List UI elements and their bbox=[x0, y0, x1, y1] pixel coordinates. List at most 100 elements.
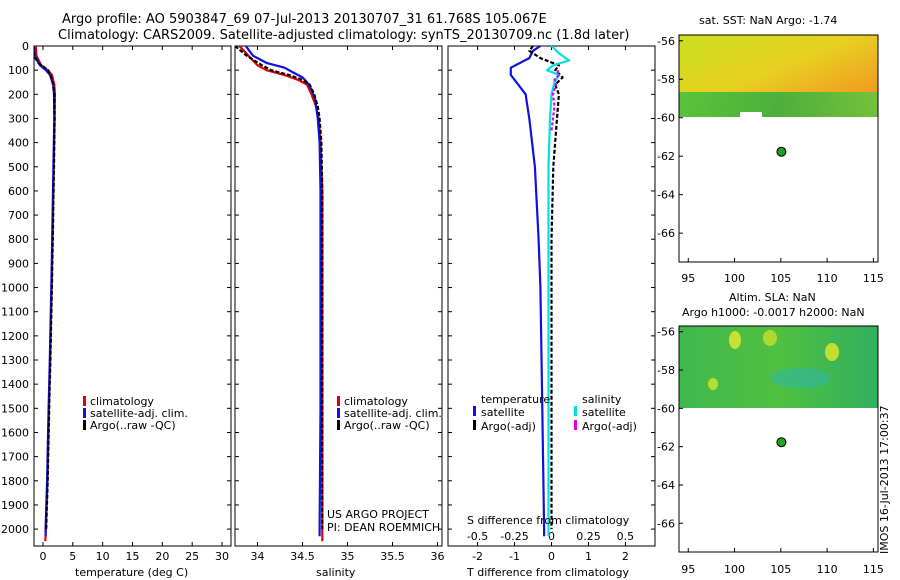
map-y-tick-label: -62 bbox=[657, 441, 675, 454]
legend-title-salinity: salinity bbox=[582, 393, 622, 406]
map-y-tick-label: -66 bbox=[657, 517, 675, 530]
map-y-tick-label: -60 bbox=[657, 402, 675, 415]
sla-map-axes: 95 100 105 110 115 -56 -58 -60 -62 -64 -66 bbox=[657, 326, 884, 576]
series-line-0-2 bbox=[34, 46, 56, 530]
t-difference-label: T difference from climatology bbox=[466, 566, 629, 579]
difference-panel: -2 -1 0 1 2 -0.5 -0.25 0 0.25 0.5 T difference f… bbox=[447, 45, 656, 579]
depth-tick-label: 1300 bbox=[1, 354, 29, 367]
figure-title-line1: Argo profile: AO 5903847_69 07-Jul-2013 … bbox=[62, 12, 547, 27]
depth-tick-label: 400 bbox=[8, 137, 29, 150]
depth-tick-label: 800 bbox=[8, 233, 29, 246]
map-y-tick-label: -60 bbox=[657, 112, 675, 125]
depth-tick-label: 700 bbox=[8, 209, 29, 222]
salinity-x-label: salinity bbox=[316, 566, 356, 579]
depth-tick-label: 1600 bbox=[1, 426, 29, 439]
salinity-lines bbox=[235, 46, 324, 542]
map-x-tick-label: 115 bbox=[863, 272, 884, 285]
depth-tick-label: 300 bbox=[8, 112, 29, 125]
series-line-2-0 bbox=[509, 46, 546, 537]
depth-tick-label: 1100 bbox=[1, 306, 29, 319]
sst-map-panel: sat. SST: NaN Argo: -1.74 95 100 105 110 115… bbox=[657, 14, 884, 285]
salinity-x-axis: 34 34.5 35 35.5 36 bbox=[251, 46, 445, 563]
legend-swatch-t-satellite bbox=[473, 406, 476, 416]
depth-tick-label: 600 bbox=[8, 185, 29, 198]
depth-tick-label: 1500 bbox=[1, 402, 29, 415]
series-line-2-1 bbox=[528, 46, 564, 530]
difference-depth-ticks bbox=[448, 45, 655, 530]
depth-tick-label: 1800 bbox=[1, 475, 29, 488]
sla-anomaly bbox=[729, 331, 741, 349]
temperature-legend: climatology satellite-adj. clim. Argo(..… bbox=[83, 395, 188, 432]
series-line-1-2 bbox=[235, 46, 324, 530]
legend-swatch-climatology bbox=[83, 396, 86, 406]
salinity-panel: 34 34.5 35 35.5 36 salinity climatology sate… bbox=[234, 45, 445, 579]
s-difference-label: S difference from climatology bbox=[467, 514, 630, 527]
map-y-tick-label: -66 bbox=[657, 227, 675, 240]
map-y-tick-label: -62 bbox=[657, 150, 675, 163]
legend-swatch-argo bbox=[83, 420, 86, 430]
map-x-tick-label: 95 bbox=[681, 563, 695, 576]
sst-field-southern bbox=[679, 92, 878, 117]
map-x-tick-label: 95 bbox=[681, 272, 695, 285]
series-line-1-1 bbox=[244, 46, 322, 537]
legend-label-argo: Argo(..raw -QC) bbox=[90, 419, 176, 432]
s-diff-tick-label: -0.25 bbox=[500, 530, 528, 543]
salinity-axes-box bbox=[234, 45, 443, 547]
depth-tick-label: 1400 bbox=[1, 378, 29, 391]
map-x-tick-label: 110 bbox=[817, 272, 838, 285]
sla-anomaly bbox=[708, 378, 718, 390]
legend-swatch-satellite bbox=[83, 408, 86, 418]
depth-tick-label: 1000 bbox=[1, 282, 29, 295]
sla-map-subtitle: Argo h1000: -0.0017 h2000: NaN bbox=[682, 306, 865, 319]
legend-label-s-satellite: satellite bbox=[582, 406, 626, 419]
figure-title-line2: Climatology: CARS2009. Satellite-adjuste… bbox=[58, 28, 630, 43]
x-tick-label: -1 bbox=[509, 550, 520, 563]
series-line-2-2 bbox=[545, 46, 571, 537]
depth-tick-label: 100 bbox=[8, 64, 29, 77]
x-tick-label: 34.5 bbox=[290, 550, 315, 563]
map-y-tick-label: -58 bbox=[657, 364, 675, 377]
difference-x-axis: -2 -1 0 1 2 bbox=[472, 46, 629, 563]
legend-swatch-argo bbox=[337, 420, 340, 430]
legend-swatch-t-argo bbox=[473, 420, 476, 430]
sla-map-panel: Altim. SLA: NaN Argo h1000: -0.0017 h200… bbox=[657, 291, 884, 576]
depth-tick-label: 1200 bbox=[1, 330, 29, 343]
legend-label-argo: Argo(..raw -QC) bbox=[344, 419, 430, 432]
legend-swatch-s-argo bbox=[574, 420, 577, 430]
argo-position-marker bbox=[776, 437, 787, 448]
map-y-tick-label: -56 bbox=[657, 35, 675, 48]
depth-tick-label: 200 bbox=[8, 88, 29, 101]
temperature-x-axis: 0 5 10 15 20 25 30 bbox=[39, 46, 229, 563]
s-diff-tick-label: 0 bbox=[548, 530, 555, 543]
legend-swatch-s-satellite bbox=[574, 406, 577, 416]
x-tick-label: 1 bbox=[585, 550, 592, 563]
legend-swatch-satellite bbox=[337, 408, 340, 418]
project-annotation: US ARGO PROJECT bbox=[327, 508, 429, 521]
map-y-tick-label: -56 bbox=[657, 326, 675, 339]
argo-position-marker bbox=[776, 146, 787, 157]
map-x-tick-label: 100 bbox=[724, 272, 745, 285]
map-x-tick-label: 105 bbox=[770, 272, 791, 285]
difference-legend: temperature salinity satellite Argo(-adj… bbox=[473, 393, 637, 433]
x-tick-label: 2 bbox=[622, 550, 629, 563]
x-tick-label: 0 bbox=[39, 550, 46, 563]
sla-field bbox=[679, 326, 878, 408]
pi-annotation: PI: DEAN ROEMMICH bbox=[327, 521, 440, 534]
depth-tick-label: 1700 bbox=[1, 451, 29, 464]
x-tick-label: 35.5 bbox=[380, 550, 405, 563]
legend-swatch-climatology bbox=[337, 396, 340, 406]
x-tick-label: 20 bbox=[155, 550, 169, 563]
sst-map-title: sat. SST: NaN Argo: -1.74 bbox=[699, 14, 837, 27]
temperature-x-label: temperature (deg C) bbox=[75, 566, 188, 579]
legend-label-climatology: climatology bbox=[90, 395, 154, 408]
legend-label-t-satellite: satellite bbox=[481, 406, 525, 419]
salinity-legend: climatology satellite-adj. clim. Argo(..… bbox=[337, 395, 442, 432]
x-tick-label: 30 bbox=[215, 550, 229, 563]
sla-low bbox=[770, 368, 830, 388]
depth-tick-label: 900 bbox=[8, 257, 29, 270]
x-tick-label: 25 bbox=[185, 550, 199, 563]
map-x-tick-label: 105 bbox=[770, 563, 791, 576]
x-tick-label: 36 bbox=[431, 550, 445, 563]
s-diff-tick-label: -0.5 bbox=[467, 530, 488, 543]
